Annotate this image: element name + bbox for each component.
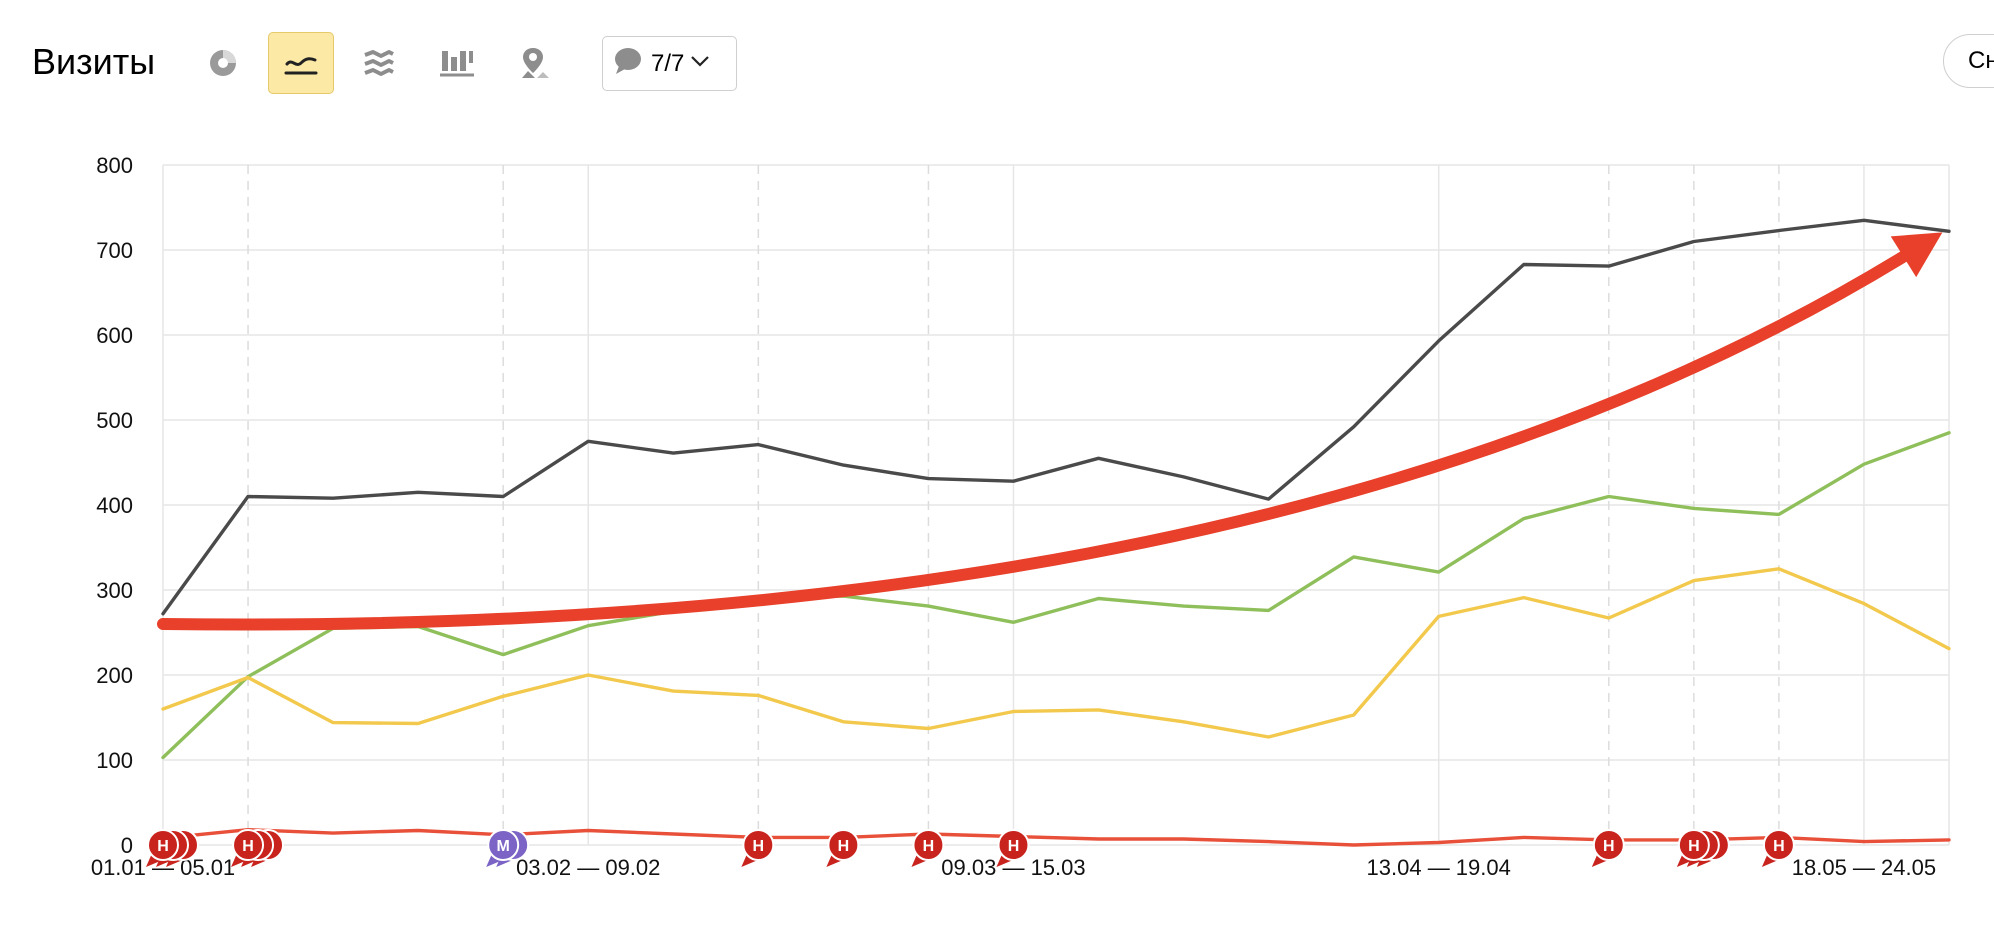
y-tick-label: 600 [96,323,133,348]
grid [162,164,1950,846]
annotation-bubble [1677,829,1710,861]
annotation-marker: Н [996,829,1030,867]
annotation-bubble [742,829,775,861]
series-line [161,828,1951,847]
y-tick-label: 0 [121,833,133,858]
annotation-marker: Н [1676,829,1730,867]
x-axis: 01.01 — 05.01 03.02 — 09.02 09.03 — 15.03 1… [91,855,1936,880]
right-action-button[interactable]: Сн [1943,34,1994,88]
annotation-marker: Н [1591,829,1625,867]
y-tick-label: 300 [96,578,133,603]
annotation-marker: Н [741,829,775,867]
map-icon [518,45,552,81]
line-chart-icon [283,48,319,78]
annotation-letter: Н [923,838,935,855]
annotations-count: 7/7 [651,49,685,77]
annotation-bubble [827,829,860,861]
series-line [161,218,1951,616]
series [161,218,1951,847]
annotation-marker: Н [911,829,945,867]
chevron-down-icon [690,54,710,73]
bar-chart-button[interactable] [424,32,490,94]
annotation-marker: Н [231,829,285,867]
y-tick-label: 100 [96,748,133,773]
comment-icon [613,46,643,81]
annotation-letter: Н [157,838,169,855]
trend-arrow-path [157,239,1927,631]
annotation-bubble [487,829,520,861]
annotation-bubble [1592,829,1625,861]
series-line [161,567,1951,739]
annotation-bubble [147,829,179,861]
line-chart-button[interactable] [268,32,334,94]
trend-arrow-head [1890,232,1943,278]
annotation-letter: Н [753,838,765,855]
annotation-marker: Н [1761,829,1795,867]
annotation-bubble [1762,829,1795,861]
annotation-bubble [997,829,1030,861]
annotation-marker: Н [826,829,860,867]
annotation-letter: Н [1603,838,1615,855]
annotation-marker: Н [146,829,199,867]
pie-chart-button[interactable] [190,32,256,94]
area-chart-button[interactable] [346,32,412,94]
y-tick-label: 700 [96,238,133,263]
map-button[interactable] [502,32,568,94]
trend-arrow [157,232,1943,631]
x-tick-label: 03.02 — 09.02 [516,855,660,880]
x-tick-label: 13.04 — 19.04 [1367,855,1511,880]
x-tick-label: 18.05 — 24.05 [1792,855,1936,880]
annotation-letter: Н [1688,838,1700,855]
bar-chart-icon [439,47,475,79]
area-chart-icon [361,47,397,79]
annotation-bubble [912,829,945,861]
toolbar: Визиты [0,0,1994,125]
annotation-letter: Н [242,838,254,855]
annotation-bubble [232,829,265,861]
y-axis: 0 100 200 300 400 500 600 700 800 [96,153,133,858]
annotation-letter: М [497,838,510,855]
page-title: Визиты [32,41,156,82]
annotations-dropdown[interactable]: 7/7 [602,36,737,91]
y-tick-label: 400 [96,493,133,518]
y-tick-label: 800 [96,153,133,178]
annotation-marker: М [486,829,530,867]
series-line [161,431,1951,760]
annotation-letter: Н [1773,838,1785,855]
y-tick-label: 200 [96,663,133,688]
annotation-letter: Н [838,838,850,855]
pie-chart-icon [206,46,240,80]
annotation-letter: Н [1008,838,1020,855]
y-tick-label: 500 [96,408,133,433]
